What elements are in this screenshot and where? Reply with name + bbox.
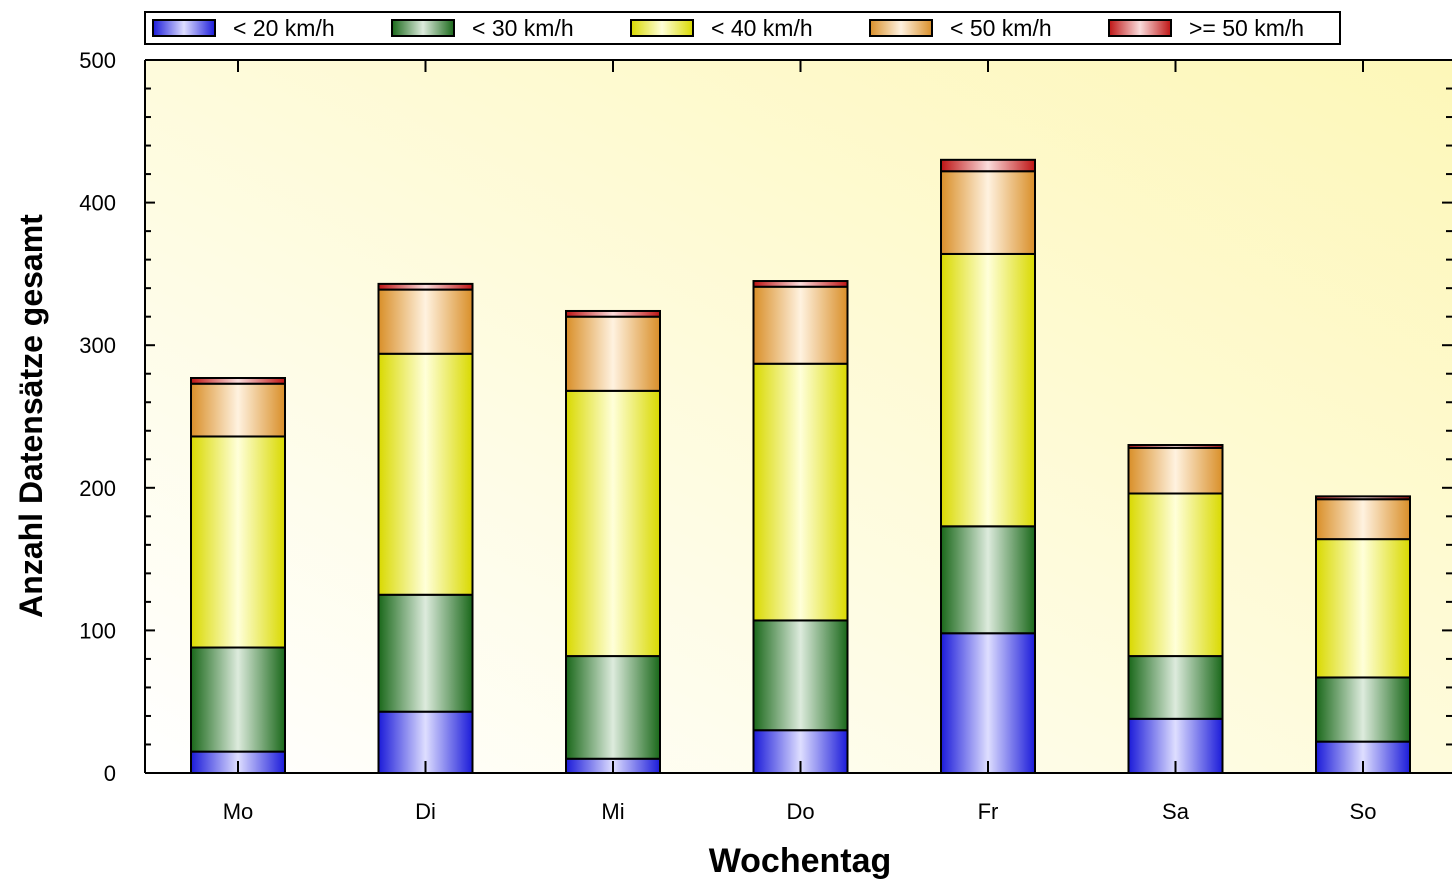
bar-Fr-series-3 <box>940 170 1036 255</box>
bar-Sa-series-1 <box>1127 655 1224 720</box>
legend-swatch-2 <box>630 19 694 37</box>
bar-Di-series-2 <box>377 352 474 596</box>
legend-label-1: < 30 km/h <box>472 15 574 41</box>
y-tick-label-0: 0 <box>104 761 116 786</box>
legend-swatch-3 <box>869 19 933 37</box>
x-tick-label-Di: Di <box>415 799 436 824</box>
bar-Di-series-1 <box>377 593 474 713</box>
bar-Mo-series-2 <box>190 435 286 649</box>
y-tick-label-100: 100 <box>79 618 116 643</box>
bar-Mi-series-4 <box>565 309 661 318</box>
bar-Mi-series-2 <box>565 389 661 658</box>
bar-Do-series-4 <box>752 280 849 288</box>
legend-swatch-1 <box>391 19 455 37</box>
x-tick-label-Sa: Sa <box>1162 799 1190 824</box>
legend-label-2: < 40 km/h <box>711 15 813 41</box>
labels-layer: 0 100 200 300 400 500 Mo Di Mi Do Fr Sa So <box>79 48 1376 824</box>
bar-Mi-series-1 <box>565 655 661 760</box>
bar-Mo-series-4 <box>190 376 286 385</box>
y-tick-label-500: 500 <box>79 48 116 73</box>
bar-Sa-series-2 <box>1127 492 1224 658</box>
x-tick-label-Mi: Mi <box>601 799 624 824</box>
bar-So-series-2 <box>1315 538 1411 679</box>
bar-Di-series-4 <box>377 282 474 291</box>
bar-Sa-series-4 <box>1127 444 1224 449</box>
legend-label-0: < 20 km/h <box>233 15 335 41</box>
x-tick-label-So: So <box>1350 799 1377 824</box>
bar-Mo-series-1 <box>190 646 286 753</box>
legend-swatch-4 <box>1108 19 1172 37</box>
bar-Do-series-2 <box>752 362 849 622</box>
bar-Mo-series-3 <box>190 382 286 438</box>
bar-So-series-4 <box>1315 495 1411 501</box>
bar-Fr-series-4 <box>940 158 1036 173</box>
legend-label-4: >= 50 km/h <box>1189 15 1304 41</box>
y-tick-label-200: 200 <box>79 476 116 501</box>
x-tick-label-Mo: Mo <box>223 799 254 824</box>
legend-swatch-0 <box>152 19 216 37</box>
legend-items: < 20 km/h < 30 km/h < 40 km/h < 50 km/h >= 5… <box>152 15 1304 41</box>
axes-layer <box>144 59 1452 774</box>
y-tick-label-300: 300 <box>79 333 116 358</box>
x-axis-title: Wochentag <box>709 842 892 879</box>
legend: < 20 km/h < 30 km/h < 40 km/h < 50 km/h >= 5… <box>144 11 1341 45</box>
bar-Do-series-3 <box>752 285 849 365</box>
bars-layer <box>190 158 1411 775</box>
y-axis-title: Anzahl Datensätze gesamt <box>13 214 49 618</box>
bar-Do-series-1 <box>752 619 849 732</box>
bar-So-series-3 <box>1315 498 1411 541</box>
ticks-layer <box>145 59 1452 774</box>
bar-So-series-1 <box>1315 676 1411 743</box>
bar-Sa-series-3 <box>1127 446 1224 495</box>
bar-Fr-series-0 <box>940 632 1036 775</box>
bar-Mi-series-3 <box>565 315 661 392</box>
y-tick-label-400: 400 <box>79 191 116 216</box>
bar-Fr-series-2 <box>940 252 1036 528</box>
bar-Di-series-3 <box>377 288 474 355</box>
legend-label-3: < 50 km/h <box>950 15 1052 41</box>
x-tick-label-Fr: Fr <box>978 799 999 824</box>
x-tick-label-Do: Do <box>786 799 814 824</box>
bar-Fr-series-1 <box>940 525 1036 635</box>
